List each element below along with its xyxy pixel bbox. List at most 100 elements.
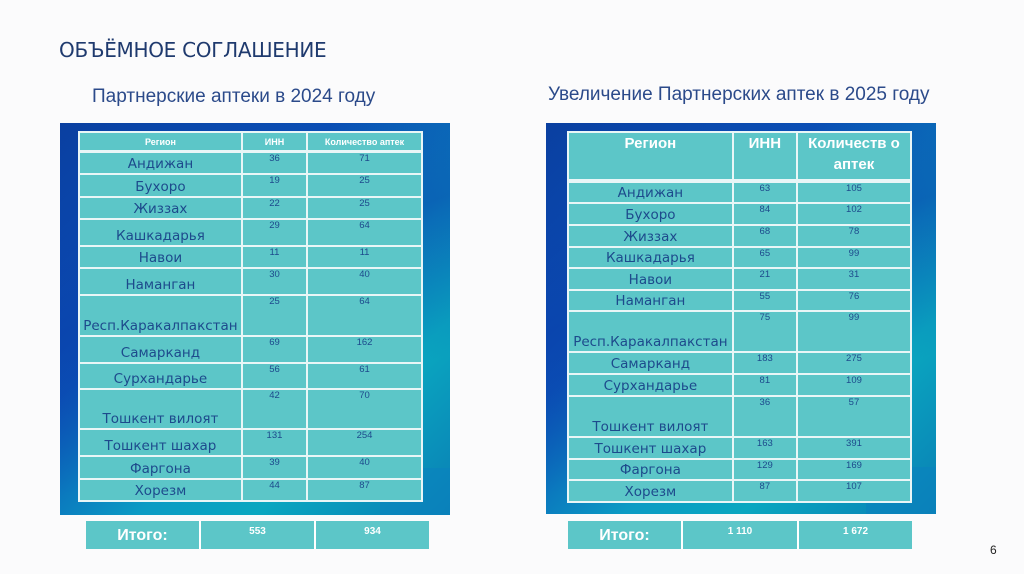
count-cell: 102 — [795, 202, 913, 226]
right-table-title: Увеличение Партнерских аптек в 2025 году — [548, 84, 930, 105]
region-cell: Навои — [78, 244, 243, 269]
count-cell: 61 — [306, 361, 423, 390]
inn-cell: 84 — [731, 202, 798, 226]
region-cell: Тошкент вилоят — [567, 395, 734, 438]
table-row: Кашкадарья 29 64 — [78, 217, 423, 247]
inn-cell: 19 — [240, 172, 309, 198]
table-row: Андижан 63 105 — [567, 180, 913, 204]
pharmacies-2024-table: Регион ИНН Количество аптек Андижан 36 71 … — [78, 131, 423, 502]
region-cell: Бухоро — [567, 202, 734, 226]
table-row: Жиззах 68 78 — [567, 224, 913, 248]
table-row: Андижан 36 71 — [78, 150, 423, 175]
table-row: Фаргона 129 169 — [567, 458, 913, 481]
region-cell: Сурхандарье — [78, 361, 243, 390]
table-row: Навои 21 31 — [567, 267, 913, 291]
table-row: Тошкент вилоят 36 57 — [567, 395, 913, 438]
table-row: Сурхандарье 81 109 — [567, 373, 913, 397]
column-header-region: Регион — [567, 131, 734, 182]
table-row: Наманган 55 76 — [567, 289, 913, 312]
region-cell: Тошкент вилоят — [78, 387, 243, 430]
count-cell: 107 — [795, 479, 913, 503]
inn-cell: 30 — [240, 266, 309, 296]
inn-cell: 36 — [240, 150, 309, 175]
region-cell: Хорезм — [567, 479, 734, 503]
totals-label: Итого: — [568, 521, 683, 549]
table-row: Самарканд 183 275 — [567, 351, 913, 375]
column-header-count: Количеств о аптек — [795, 131, 913, 182]
column-header-inn: ИНН — [731, 131, 798, 182]
table-row: Респ.Каракалпакстан 75 99 — [567, 310, 913, 353]
inn-cell: 87 — [731, 479, 798, 503]
table-row: Хорезм 44 87 — [78, 477, 423, 502]
totals-count: 1 672 — [799, 521, 912, 549]
region-cell: Респ.Каракалпакстан — [567, 310, 734, 353]
inn-cell: 183 — [731, 351, 798, 375]
count-cell: 78 — [795, 224, 913, 248]
region-cell: Респ.Каракалпакстан — [78, 293, 243, 337]
inn-cell: 44 — [240, 477, 309, 502]
count-cell: 275 — [795, 351, 913, 375]
inn-cell: 25 — [240, 293, 309, 337]
region-cell: Андижан — [567, 180, 734, 204]
region-cell: Сурхандарье — [567, 373, 734, 397]
count-cell: 25 — [306, 172, 423, 198]
count-cell: 64 — [306, 293, 423, 337]
table-row: Сурхандарье 56 61 — [78, 361, 423, 390]
region-cell: Фаргона — [567, 458, 734, 481]
count-cell: 70 — [306, 387, 423, 430]
region-cell: Навои — [567, 267, 734, 291]
count-cell: 71 — [306, 150, 423, 175]
table-header-row: Регион ИНН Количеств о аптек — [567, 131, 913, 182]
inn-cell: 42 — [240, 387, 309, 430]
inn-cell: 81 — [731, 373, 798, 397]
page-number: 6 — [990, 543, 997, 557]
inn-cell: 131 — [240, 427, 309, 457]
slide-title: ОБЪЁМНОЕ СОГЛАШЕНИЕ — [59, 38, 327, 62]
count-cell: 40 — [306, 454, 423, 480]
region-cell: Тошкент шахар — [567, 436, 734, 460]
count-cell: 25 — [306, 195, 423, 220]
region-cell: Кашкадарья — [78, 217, 243, 247]
inn-cell: 68 — [731, 224, 798, 248]
table-row: Тошкент шахар 163 391 — [567, 436, 913, 460]
left-table-title: Партнерские аптеки в 2024 году — [92, 86, 376, 107]
totals-inn: 1 110 — [683, 521, 799, 549]
totals-count: 934 — [316, 521, 429, 549]
totals-2024-row: Итого: 553 934 — [86, 521, 429, 549]
count-cell: 64 — [306, 217, 423, 247]
count-cell: 109 — [795, 373, 913, 397]
count-cell: 105 — [795, 180, 913, 204]
inn-cell: 163 — [731, 436, 798, 460]
table-row: Навои 11 11 — [78, 244, 423, 269]
pharmacies-2025-table: Регион ИНН Количеств о аптек Андижан 63 10… — [567, 131, 913, 503]
count-cell: 169 — [795, 458, 913, 481]
region-cell: Кашкадарья — [567, 246, 734, 269]
region-cell: Самарканд — [567, 351, 734, 375]
table-row: Жиззах 22 25 — [78, 195, 423, 220]
count-cell: 76 — [795, 289, 913, 312]
inn-cell: 22 — [240, 195, 309, 220]
inn-cell: 75 — [731, 310, 798, 353]
inn-cell: 69 — [240, 334, 309, 364]
count-cell: 31 — [795, 267, 913, 291]
count-cell: 87 — [306, 477, 423, 502]
inn-cell: 29 — [240, 217, 309, 247]
table-row: Хорезм 87 107 — [567, 479, 913, 503]
totals-inn: 553 — [201, 521, 316, 549]
table-header-row: Регион ИНН Количество аптек — [78, 131, 423, 153]
table-row: Респ.Каракалпакстан 25 64 — [78, 293, 423, 337]
table-row: Кашкадарья 65 99 — [567, 246, 913, 269]
count-cell: 391 — [795, 436, 913, 460]
column-header-region: Регион — [78, 131, 243, 153]
region-cell: Андижан — [78, 150, 243, 175]
region-cell: Жиззах — [567, 224, 734, 248]
inn-cell: 11 — [240, 244, 309, 269]
inn-cell: 21 — [731, 267, 798, 291]
inn-cell: 55 — [731, 289, 798, 312]
column-header-count: Количество аптек — [306, 131, 423, 153]
inn-cell: 63 — [731, 180, 798, 204]
region-cell: Тошкент шахар — [78, 427, 243, 457]
region-cell: Наманган — [567, 289, 734, 312]
table-row: Самарканд 69 162 — [78, 334, 423, 364]
table-row: Бухоро 19 25 — [78, 172, 423, 198]
